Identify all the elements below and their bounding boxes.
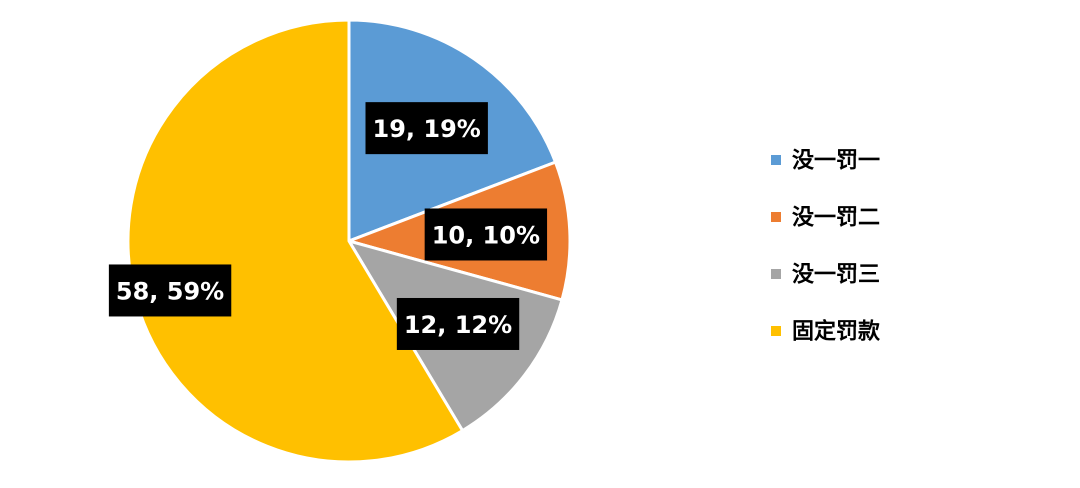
- legend-label: 固定罚款: [792, 319, 881, 345]
- data-label-two: 10, 10%: [424, 208, 548, 261]
- data-label-text: 58, 59%: [116, 277, 224, 305]
- data-label-one: 19, 19%: [365, 102, 488, 155]
- legend-item-four: 固定罚款: [771, 319, 881, 345]
- data-label-text: 10, 10%: [432, 221, 540, 249]
- legend-item-three: 没一罚三: [771, 263, 880, 288]
- legend-swatch: [771, 155, 781, 165]
- legend-item-one: 没一罚一: [771, 149, 880, 174]
- data-label-box: [424, 208, 548, 261]
- legend-label: 没一罚三: [792, 263, 880, 288]
- data-label-box: [396, 297, 520, 350]
- data-label-four: 58, 59%: [108, 264, 232, 317]
- legend-label: 没一罚一: [792, 149, 880, 174]
- data-label-box: [108, 264, 232, 317]
- legend-label: 没一罚二: [792, 206, 880, 231]
- data-label-box: [365, 102, 488, 155]
- data-label-text: 12, 12%: [404, 311, 512, 339]
- legend-swatch: [771, 269, 781, 279]
- legend-item-two: 没一罚二: [771, 206, 880, 231]
- pie-data-labels: 19, 19% 10, 10% 12, 12% 58, 59%: [108, 102, 548, 350]
- data-label-text: 19, 19%: [373, 115, 481, 143]
- data-label-three: 12, 12%: [396, 297, 520, 350]
- legend-swatch: [771, 326, 781, 336]
- legend-swatch: [771, 212, 781, 222]
